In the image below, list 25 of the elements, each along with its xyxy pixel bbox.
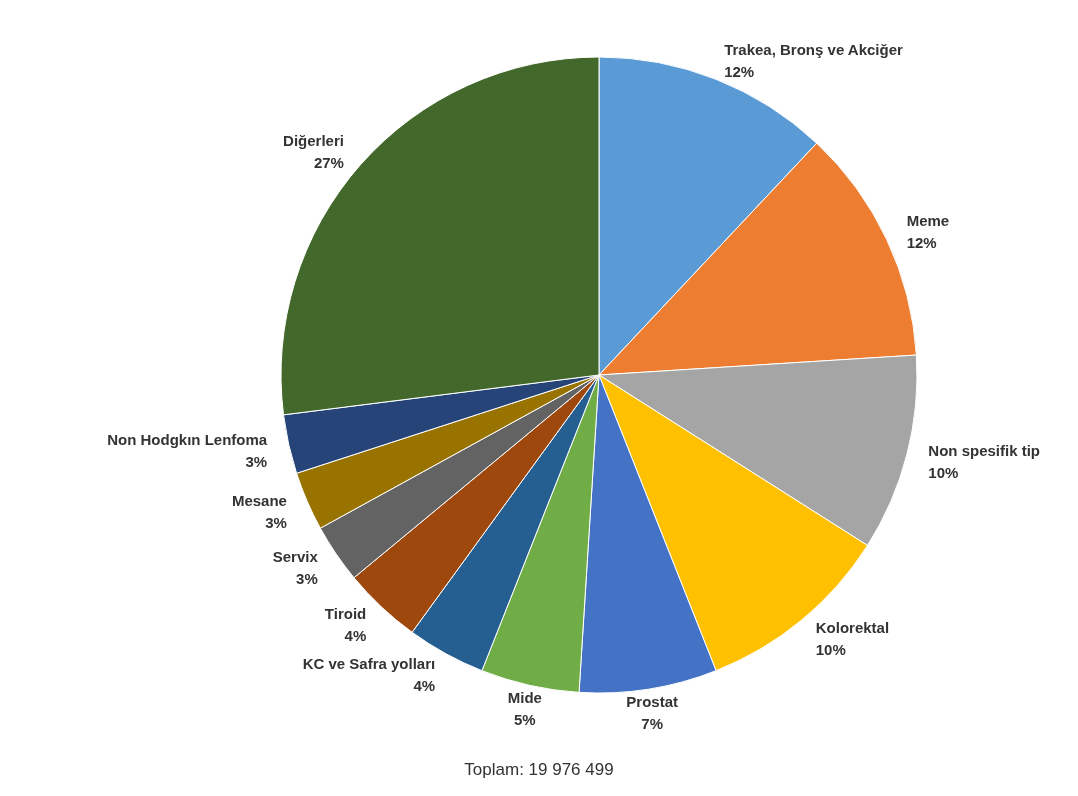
data-label: 3% xyxy=(296,570,318,588)
slice-label: Prostat xyxy=(626,692,679,710)
slice-label: Servix xyxy=(272,548,319,566)
text: Toplam: 19 976 499 xyxy=(463,760,615,780)
data-label: 12% xyxy=(906,234,937,252)
data-label: 7% xyxy=(641,714,664,732)
slice-label: Meme xyxy=(906,212,950,230)
slice-label: Non Hodgkın Lenfoma xyxy=(107,431,268,449)
data-label: 27% xyxy=(313,154,344,172)
data-label: 4% xyxy=(344,626,367,644)
data-label: 12% xyxy=(724,62,755,80)
data-label: 3% xyxy=(245,453,268,471)
slice-label: Kolorektal xyxy=(815,618,890,636)
slice-label: Trakea, Bronş ve Akciğer xyxy=(724,40,904,58)
slice-label: Tiroid xyxy=(324,604,367,622)
data-label: 3% xyxy=(265,514,287,532)
slice-label: Mide xyxy=(507,688,542,706)
slice-label: KC ve Safra yolları xyxy=(302,654,436,672)
data-label: 5% xyxy=(513,710,536,728)
slice-label: Mesane xyxy=(231,492,287,510)
data-label: 10% xyxy=(815,640,846,658)
slice-label: Diğerleri xyxy=(283,132,344,150)
data-label: 10% xyxy=(928,463,959,481)
data-label: 4% xyxy=(413,676,436,694)
slice-label: Non spesifik tip xyxy=(928,441,1041,459)
